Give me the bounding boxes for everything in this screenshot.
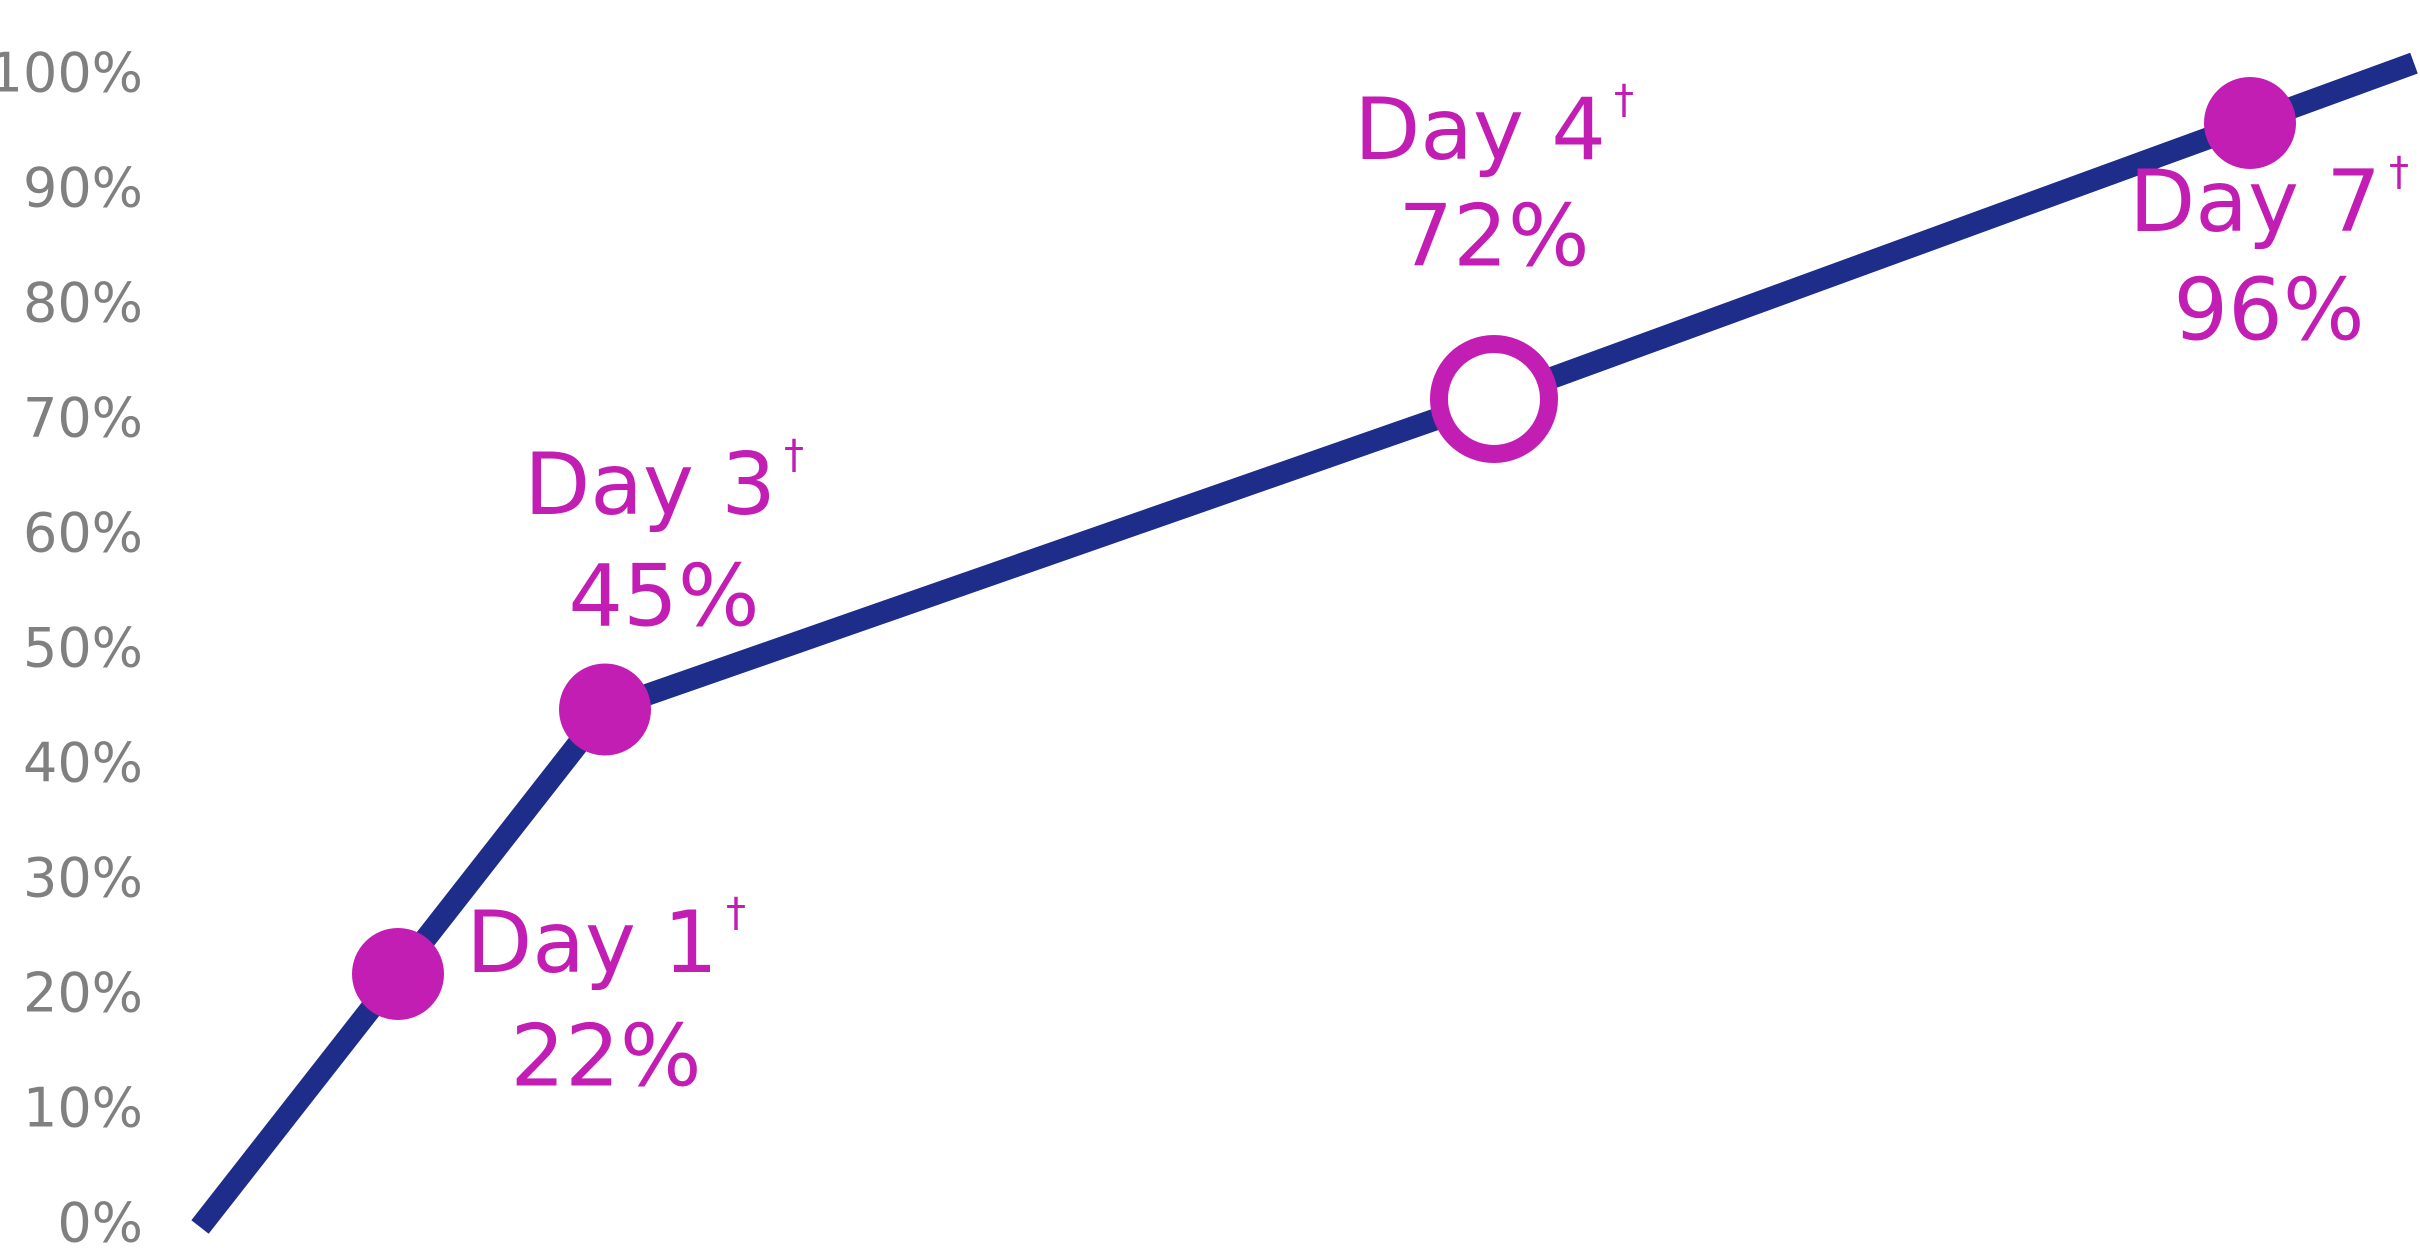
data-marker — [559, 663, 651, 756]
data-line — [389, 112, 2254, 981]
category-name: Day 7 — [2129, 152, 2381, 252]
value-label: 72% — [1398, 186, 1589, 286]
y-tick-label: 10% — [23, 1077, 143, 1140]
footnote-mark: † — [726, 890, 746, 936]
category-name: Day 3 — [524, 435, 776, 535]
data-marker — [352, 928, 444, 1020]
y-tick-label: 100% — [0, 42, 143, 105]
y-tick-label: 30% — [23, 847, 143, 910]
category-name: Day 1 — [466, 893, 718, 993]
footnote-mark: † — [2389, 149, 2409, 195]
value-label: 96% — [2173, 260, 2364, 360]
category-label: Day 3 † — [524, 432, 804, 535]
category-label: Day 4 † — [1354, 77, 1634, 180]
footnote-mark: † — [784, 432, 804, 478]
data-marker — [2204, 77, 2296, 169]
category-name: Day 4 — [1354, 80, 1606, 180]
value-label: 45% — [568, 546, 759, 646]
y-tick-label: 70% — [23, 387, 143, 450]
y-tick-label: 90% — [23, 157, 143, 220]
y-tick-label: 50% — [23, 617, 143, 680]
footnote-mark: † — [1614, 77, 1634, 123]
y-tick-label: 0% — [57, 1192, 143, 1248]
category-label: Day 1 † — [466, 890, 746, 993]
data-marker — [1430, 335, 1558, 463]
y-tick-label: 40% — [23, 732, 143, 795]
y-tick-label: 60% — [23, 502, 143, 565]
category-label: Day 7 † — [2129, 149, 2409, 252]
value-label: 22% — [510, 1006, 701, 1106]
y-tick-label: 20% — [23, 962, 143, 1025]
y-tick-label: 80% — [23, 272, 143, 335]
trend-extension — [191, 967, 407, 1234]
